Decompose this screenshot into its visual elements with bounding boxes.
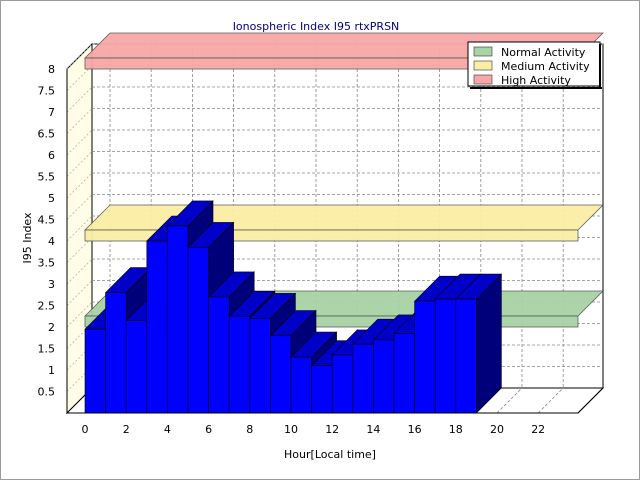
legend-swatch <box>473 46 493 57</box>
grid-line-y-side <box>66 129 93 156</box>
grid-line-y-side <box>66 215 93 242</box>
legend-swatch <box>473 74 493 85</box>
legend-swatch <box>473 60 493 71</box>
bar-front <box>331 354 354 414</box>
bar-front <box>290 356 312 414</box>
grid-line-x-floor <box>496 387 523 414</box>
bar-front <box>455 298 477 414</box>
x-tick-label: 8 <box>246 423 253 436</box>
y-tick-label: 6 <box>48 149 55 162</box>
y-axis-label: I95 Index <box>21 212 34 264</box>
legend-label: Normal Activity <box>501 46 586 59</box>
bar-front <box>414 300 436 414</box>
bar-front <box>311 365 333 414</box>
floor-edge <box>577 387 604 414</box>
bar-front <box>249 318 271 414</box>
x-tick-label: 22 <box>531 423 545 436</box>
y-tick-label: 2 <box>48 321 55 334</box>
grid-line-y-side <box>66 86 93 113</box>
x-tick-label: 20 <box>490 423 504 436</box>
x-tick-label: 2 <box>123 423 130 436</box>
y-tick-label: 1 <box>48 364 55 377</box>
grid-line-y-side <box>66 301 93 328</box>
x-tick-label: 12 <box>325 423 339 436</box>
y-tick-label: 5.5 <box>38 171 56 184</box>
activity-band-front <box>84 229 579 242</box>
y-tick-label: 0.5 <box>38 386 56 399</box>
grid-line-y-side <box>66 108 93 134</box>
bar-front <box>84 328 106 414</box>
bar-front <box>146 240 168 414</box>
x-axis-label: Hour[Local time] <box>284 448 376 461</box>
bar-front <box>125 320 148 414</box>
y-tick-label: 4.5 <box>38 214 56 227</box>
legend-label: Medium Activity <box>501 60 590 73</box>
y-tick-label: 2.5 <box>38 300 56 313</box>
x-tick-label: 16 <box>408 423 422 436</box>
y-tick-label: 7.5 <box>38 85 56 98</box>
bar <box>455 273 503 414</box>
bar-front <box>208 296 230 414</box>
y-tick-label: 5 <box>48 192 55 205</box>
grid-line-y-side <box>66 65 93 91</box>
grid-line-y-side <box>66 43 93 70</box>
y-tick-label: 4 <box>48 235 55 248</box>
grid-line-y-side <box>66 280 93 306</box>
y-tick-label: 1.5 <box>38 343 56 356</box>
bar-front <box>105 292 127 414</box>
bar-front <box>270 335 292 414</box>
axes <box>66 69 604 414</box>
activity-band-front <box>84 315 579 328</box>
grid-line-y-side <box>66 194 93 220</box>
y-tick-label: 3 <box>48 278 55 291</box>
grid-line-y-side <box>66 258 93 285</box>
grid-line-y-side <box>66 237 93 263</box>
x-tick-label: 4 <box>164 423 171 436</box>
y-tick-label: 7 <box>48 106 55 119</box>
bar-front <box>167 225 189 414</box>
x-tick-label: 6 <box>205 423 212 436</box>
x-tick-label: 14 <box>366 423 380 436</box>
grid-line-y-side <box>66 151 93 177</box>
x-tick-label: 0 <box>82 423 89 436</box>
y-tick-label: 8 <box>48 63 55 76</box>
y-tick-label: 3.5 <box>38 257 56 270</box>
chart-title: Ionospheric Index I95 rtxPRSN <box>233 20 400 33</box>
bar-front <box>352 343 374 414</box>
bar-front <box>434 298 457 414</box>
y-tick-label: 6.5 <box>38 128 56 141</box>
x-tick-label: 18 <box>449 423 463 436</box>
bar-front <box>373 339 395 414</box>
grid-line-y-side <box>66 172 93 199</box>
axis-labels: 0.5 1 1.5 2 2.5 3 3.5 4 4.5 5 5.5 6 6.5 7 7.5 8 0 2 4 6 8 10 1… <box>38 63 546 436</box>
legend-label: High Activity <box>501 74 571 87</box>
bar-front <box>393 333 415 414</box>
grid-line-x-floor <box>537 387 564 414</box>
bar-front <box>187 247 209 414</box>
x-tick-label: 10 <box>284 423 298 436</box>
bar-front <box>228 315 251 414</box>
